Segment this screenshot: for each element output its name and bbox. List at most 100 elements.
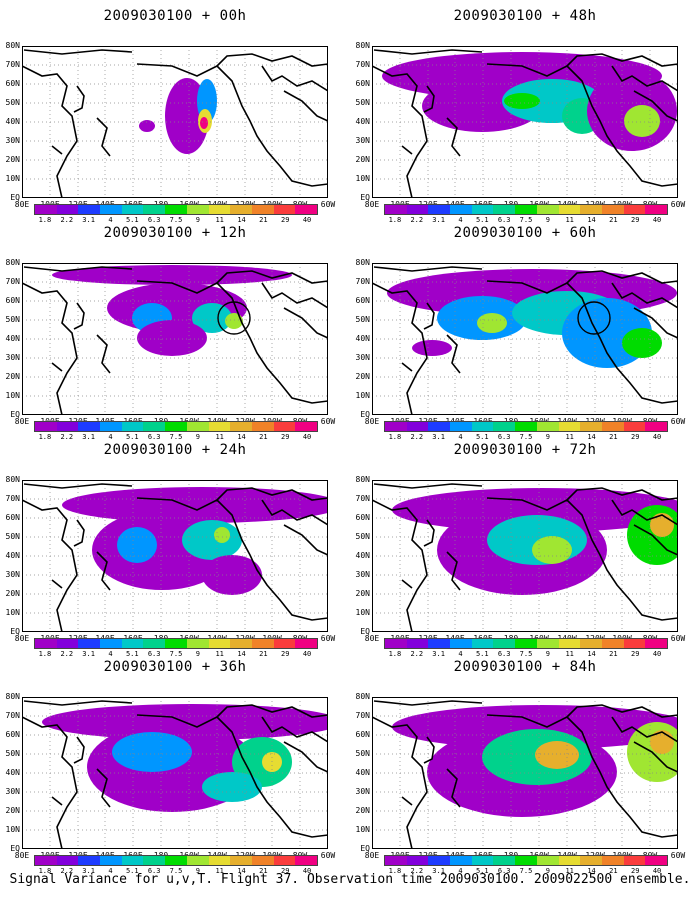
colorbar-label: 3.1 bbox=[432, 867, 445, 875]
colorbar-swatch bbox=[471, 639, 494, 648]
colorbar-label: 2.2 bbox=[410, 650, 424, 658]
colorbar-label: 3.1 bbox=[432, 216, 445, 224]
longitude-label: 60W bbox=[670, 417, 686, 426]
colorbar-label: 3.1 bbox=[432, 433, 445, 441]
map-canvas bbox=[372, 480, 678, 632]
latitude-label: 30N bbox=[5, 136, 20, 145]
coastline bbox=[23, 49, 133, 55]
latitude-label: 40N bbox=[5, 768, 20, 777]
variance-contour bbox=[137, 320, 207, 356]
colorbar-label: 6.3 bbox=[147, 867, 161, 875]
colorbar: 1.8 2.2 3.1 4 5.1 6.3 7.5 9 11 14 21 29 40 bbox=[384, 204, 668, 228]
latitude-label: 50N bbox=[5, 532, 20, 541]
map-canvas bbox=[22, 263, 328, 415]
colorbar-label: 29 bbox=[631, 867, 640, 875]
colorbar-label: 7.5 bbox=[169, 216, 183, 224]
latitude-label: 30N bbox=[355, 570, 370, 579]
colorbar-swatch bbox=[645, 856, 667, 865]
colorbar-swatch bbox=[406, 205, 429, 214]
colorbar-swatch bbox=[56, 639, 79, 648]
latitude-label: 60N bbox=[355, 79, 370, 88]
colorbar-swatch bbox=[35, 639, 57, 648]
colorbar-label: 21 bbox=[259, 433, 268, 441]
coastline bbox=[373, 266, 483, 272]
colorbar-label: 4 bbox=[108, 433, 113, 441]
colorbar-swatch bbox=[536, 856, 559, 865]
colorbar-label: 6.3 bbox=[497, 216, 511, 224]
colorbar-swatch bbox=[406, 639, 429, 648]
colorbar-swatch bbox=[580, 639, 602, 648]
panel-title: 2009030100 + 12h bbox=[103, 225, 247, 241]
colorbar-label: 29 bbox=[281, 867, 290, 875]
colorbar-label: 9 bbox=[195, 650, 200, 658]
latitude-label: 70N bbox=[355, 494, 370, 503]
colorbar-label: 7.5 bbox=[519, 216, 533, 224]
latitude-label: 80N bbox=[355, 41, 370, 50]
colorbar-swatch bbox=[35, 205, 57, 214]
coastline bbox=[373, 700, 483, 706]
map-panel: 2009030100 + 48h 80N 70N 60N 50N 40N 30N 20N 10N… bbox=[350, 8, 700, 230]
colorbar-swatch bbox=[35, 856, 57, 865]
colorbar-swatch bbox=[56, 856, 79, 865]
coastline bbox=[96, 117, 111, 157]
colorbar-label: 9 bbox=[545, 433, 550, 441]
coastline bbox=[136, 280, 328, 404]
latitude-label: 70N bbox=[355, 60, 370, 69]
coastline bbox=[23, 700, 133, 706]
map-frame: 80N70N60N50N40N30N20N10NEQ80E100E120E140… bbox=[6, 693, 336, 861]
colorbar-swatch bbox=[273, 205, 296, 214]
colorbar-swatch bbox=[601, 639, 624, 648]
colorbar-swatch bbox=[121, 639, 144, 648]
panel-title: 2009030100 + 48h bbox=[453, 8, 597, 24]
coastline bbox=[401, 362, 413, 372]
coastline bbox=[566, 704, 678, 718]
colorbar: 1.8 2.2 3.1 4 5.1 6.3 7.5 9 11 14 21 29 40 bbox=[384, 855, 668, 879]
coastline bbox=[216, 270, 328, 284]
colorbar-label: 3.1 bbox=[82, 433, 95, 441]
panel-title: 2009030100 + 84h bbox=[453, 659, 597, 675]
colorbar-label: 3.1 bbox=[82, 650, 95, 658]
variance-contour bbox=[192, 303, 232, 333]
colorbar-swatch bbox=[536, 422, 559, 431]
colorbar-swatch bbox=[450, 205, 472, 214]
coastline bbox=[261, 65, 328, 92]
colorbar-label: 14 bbox=[237, 433, 246, 441]
colorbar-swatch bbox=[208, 856, 231, 865]
colorbar-swatch bbox=[100, 205, 122, 214]
map-border bbox=[372, 480, 678, 632]
colorbar-swatch bbox=[558, 205, 581, 214]
coastline bbox=[372, 282, 428, 415]
colorbar-label: 6.3 bbox=[497, 867, 511, 875]
colorbar-swatch bbox=[121, 205, 144, 214]
latitude-label: 70N bbox=[5, 494, 20, 503]
colorbar-label: 6.3 bbox=[147, 650, 161, 658]
colorbar-label: 29 bbox=[631, 650, 640, 658]
colorbar-label: 11 bbox=[565, 433, 574, 441]
coastline bbox=[283, 524, 328, 556]
colorbar-swatch bbox=[165, 856, 187, 865]
colorbar-label: 2.2 bbox=[410, 216, 424, 224]
colorbar-swatch bbox=[230, 639, 252, 648]
coastline bbox=[283, 90, 328, 122]
colorbar-label: 9 bbox=[195, 216, 200, 224]
colorbar-swatch bbox=[601, 856, 624, 865]
colorbar-label: 4 bbox=[458, 867, 463, 875]
colorbar-label: 11 bbox=[215, 433, 224, 441]
map-border bbox=[22, 480, 328, 632]
colorbar-swatch bbox=[601, 422, 624, 431]
coastline bbox=[611, 65, 678, 92]
colorbar-swatch bbox=[251, 639, 274, 648]
map-border bbox=[22, 697, 328, 849]
colorbar-label: 21 bbox=[609, 216, 618, 224]
latitude-label: 20N bbox=[5, 589, 20, 598]
colorbar-swatch bbox=[186, 639, 209, 648]
variance-contour bbox=[182, 520, 242, 560]
colorbar-label: 4 bbox=[458, 216, 463, 224]
colorbar-swatch bbox=[623, 205, 646, 214]
longitude-label: 80E bbox=[14, 200, 30, 209]
latitude-label: 70N bbox=[5, 711, 20, 720]
coastline bbox=[611, 499, 678, 526]
colorbar-label: 6.3 bbox=[497, 650, 511, 658]
latitude-label: 60N bbox=[355, 513, 370, 522]
colorbar-swatch bbox=[186, 856, 209, 865]
